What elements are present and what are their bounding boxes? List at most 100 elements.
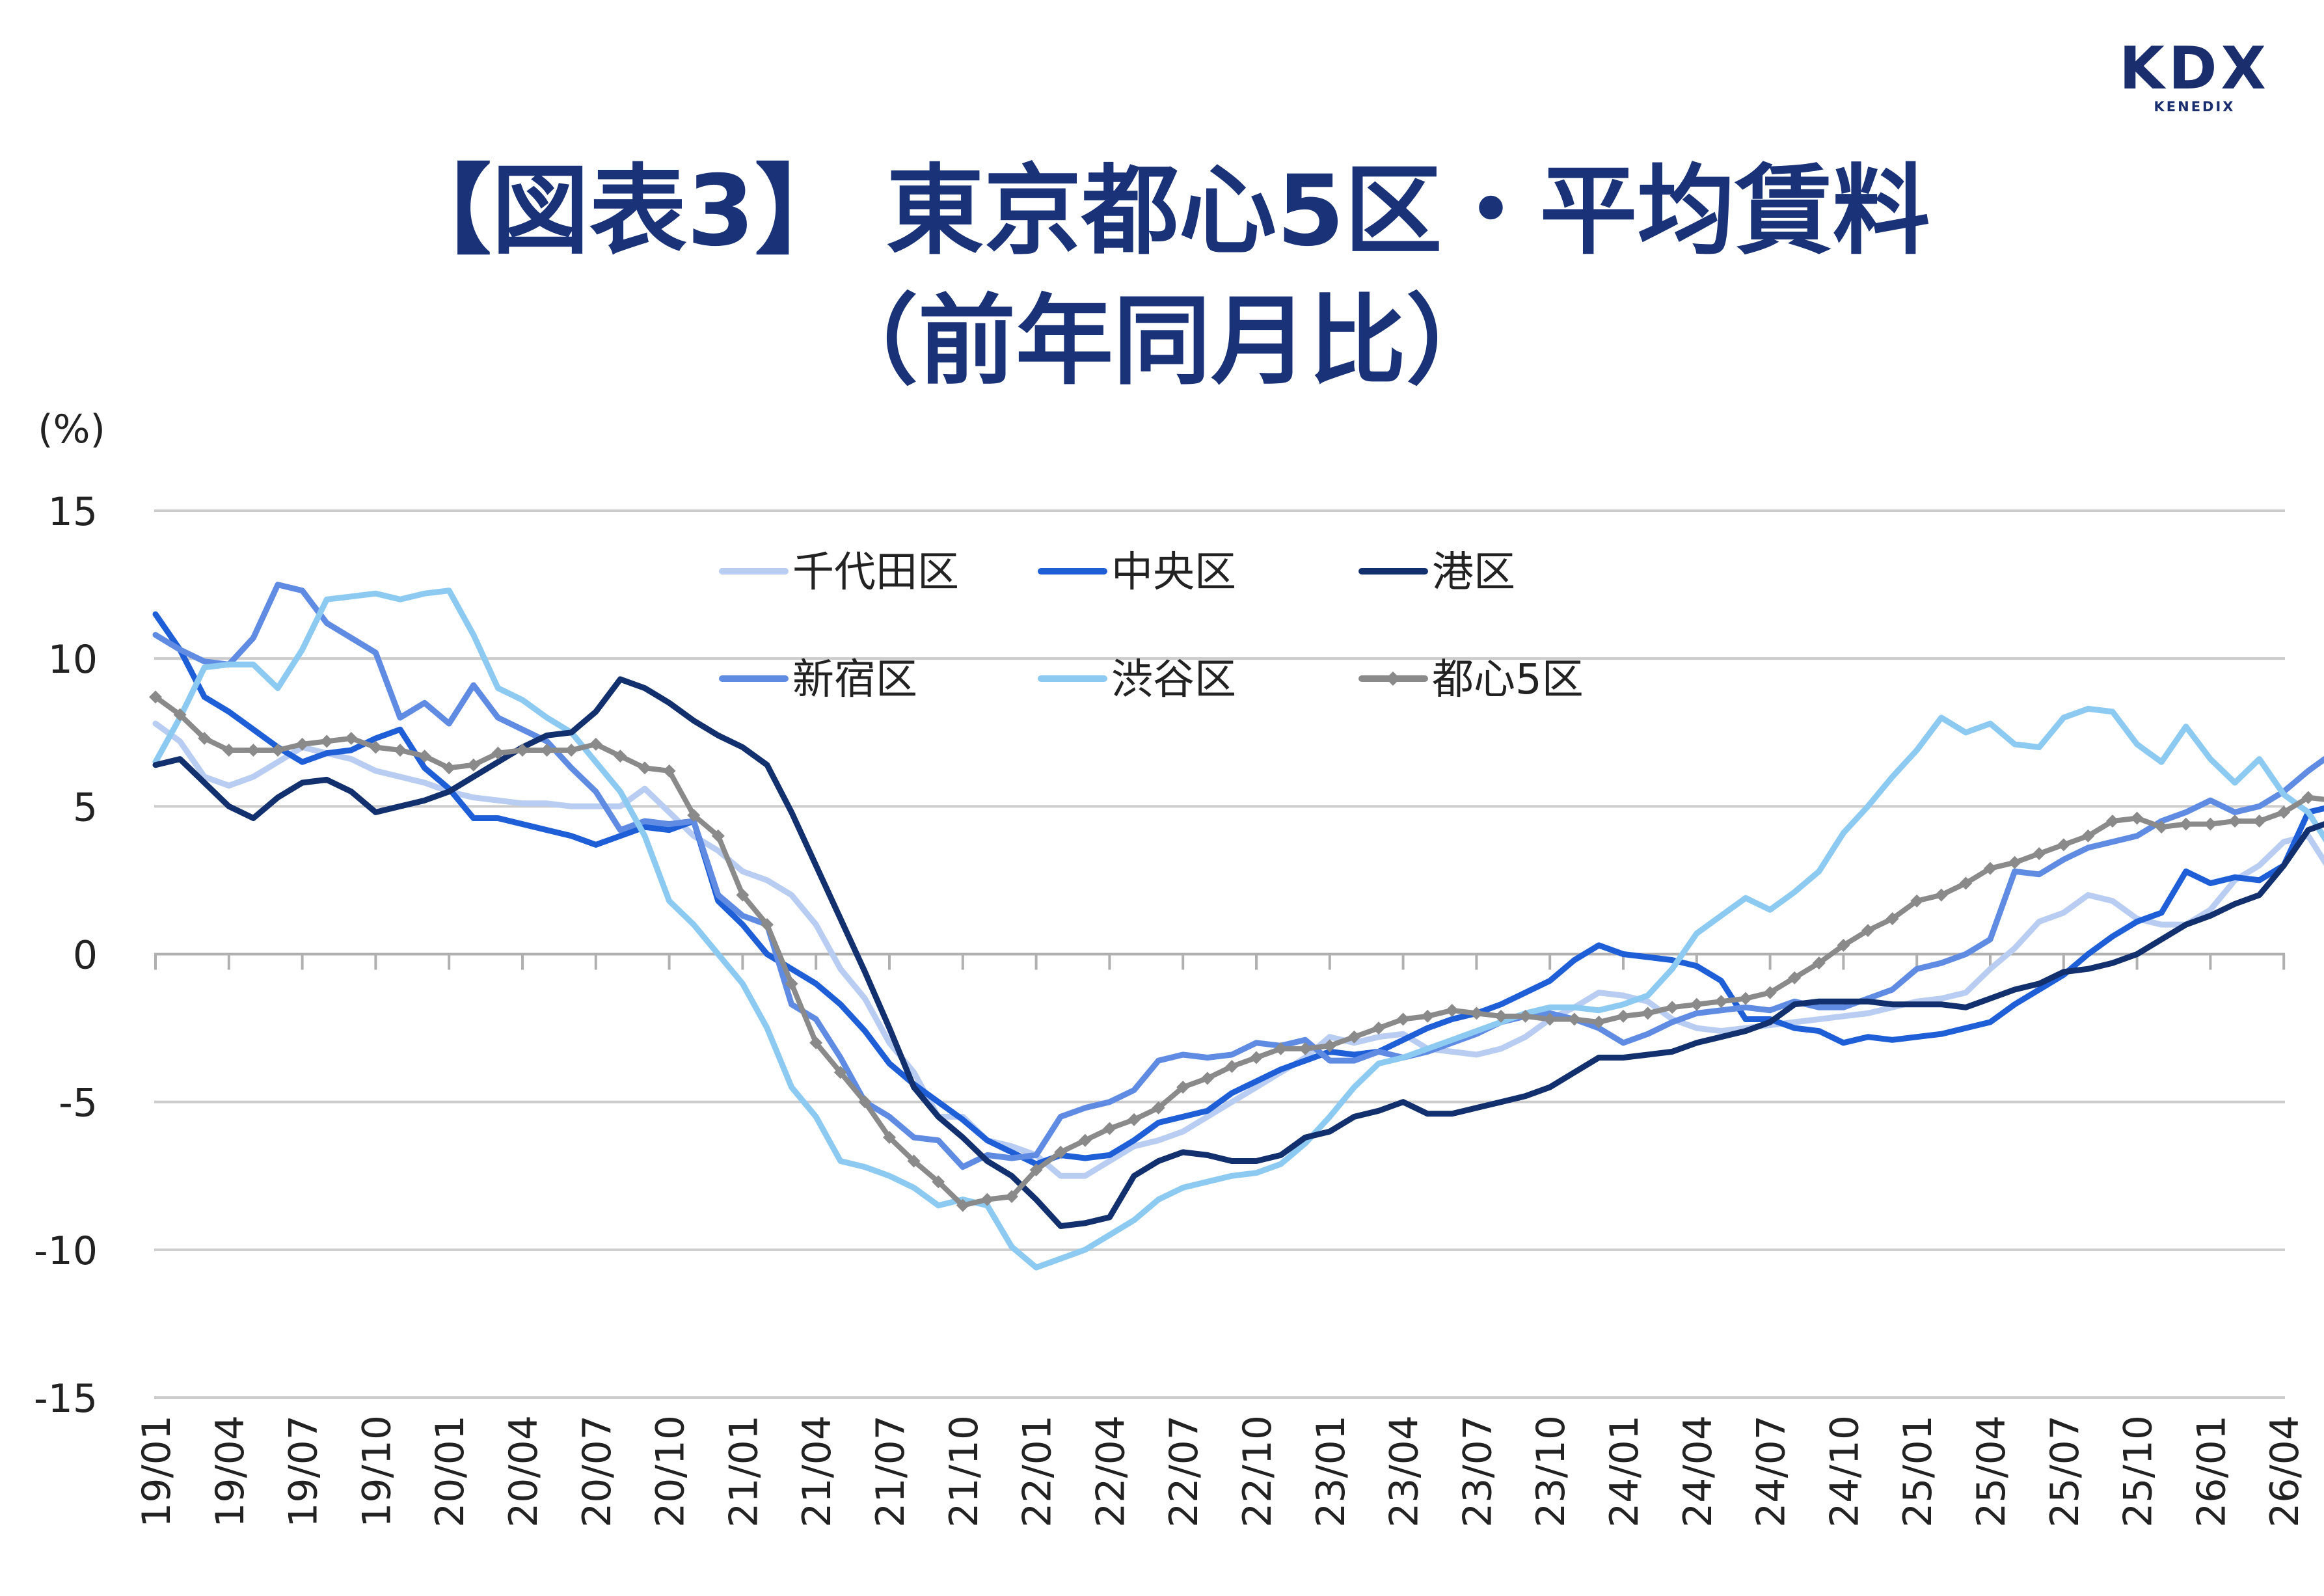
series-marker bbox=[247, 744, 260, 757]
series-line-渋谷区 bbox=[152, 588, 2324, 1271]
series-marker bbox=[1029, 1163, 1043, 1177]
legend-label: 渋谷区 bbox=[1111, 656, 1236, 704]
x-tick-group: 25/04 bbox=[1969, 1415, 2014, 1528]
series-marker bbox=[1347, 1030, 1361, 1044]
series-marker bbox=[418, 750, 431, 763]
series-marker bbox=[2081, 829, 2095, 843]
series-marker bbox=[1323, 1039, 1336, 1053]
series-marker bbox=[320, 735, 334, 748]
x-tick-label: 20/10 bbox=[648, 1415, 694, 1528]
series-marker bbox=[638, 761, 651, 775]
y-tick-label: -5 bbox=[59, 1081, 98, 1126]
series-marker bbox=[149, 690, 162, 704]
x-tick-label: 20/01 bbox=[427, 1415, 473, 1528]
series-marker bbox=[907, 1154, 921, 1168]
series-marker bbox=[491, 746, 505, 760]
series-marker bbox=[980, 1193, 994, 1206]
grid-layer bbox=[154, 509, 2285, 1399]
series-marker bbox=[516, 744, 529, 757]
x-tick-group: 21/07 bbox=[868, 1415, 913, 1528]
series-marker bbox=[1861, 924, 1874, 938]
series-marker bbox=[785, 977, 798, 990]
chart-title: 【図表3】 東京都心5区・平均賃料 bbox=[394, 155, 1930, 268]
series-marker bbox=[394, 744, 407, 757]
x-tick-group: 26/01 bbox=[2189, 1415, 2234, 1528]
series-marker bbox=[1299, 1042, 1312, 1055]
x-tick-group: 21/01 bbox=[721, 1415, 766, 1528]
x-tick-group: 23/04 bbox=[1382, 1415, 1427, 1528]
x-tick-group: 20/01 bbox=[427, 1415, 473, 1528]
x-tick-group: 22/10 bbox=[1235, 1415, 1280, 1528]
series-marker bbox=[1763, 986, 1777, 999]
x-tick-label: 25/01 bbox=[1895, 1415, 1941, 1528]
x-tick-group: 19/07 bbox=[281, 1415, 327, 1528]
series-marker bbox=[344, 731, 358, 745]
series-marker bbox=[198, 731, 211, 745]
x-tick-label: 26/01 bbox=[2189, 1415, 2234, 1528]
series-layer bbox=[149, 582, 2324, 1271]
x-tick-group: 25/10 bbox=[2116, 1415, 2161, 1528]
series-marker bbox=[833, 1066, 847, 1079]
x-tick-group: 23/01 bbox=[1308, 1415, 1354, 1528]
series-line-新宿区 bbox=[152, 582, 2324, 1170]
series-marker bbox=[614, 750, 627, 763]
series-marker bbox=[1519, 1009, 1532, 1023]
x-tick-group: 23/07 bbox=[1455, 1415, 1500, 1528]
legend-label: 都心5区 bbox=[1432, 656, 1584, 704]
x-tick-group: 20/07 bbox=[574, 1415, 620, 1528]
series-marker bbox=[1054, 1145, 1068, 1159]
x-tick-label: 24/07 bbox=[1749, 1415, 1794, 1528]
axis-layer: (%) 15 10 5 0 -5 -10 -15 19/01 19/04 19/07 19/10 20/… bbox=[34, 407, 2308, 1528]
series-marker bbox=[932, 1175, 945, 1189]
series-marker bbox=[466, 758, 480, 772]
series-marker bbox=[1152, 1101, 1165, 1115]
kdx-logo: KDX KENEDIX bbox=[2113, 39, 2276, 115]
x-tick-group: 26/04 bbox=[2262, 1415, 2308, 1528]
series-marker bbox=[2301, 791, 2315, 804]
x-tick-label: 25/04 bbox=[1969, 1415, 2014, 1528]
series-marker bbox=[1543, 1012, 1557, 1026]
series-marker bbox=[1372, 1021, 1385, 1035]
y-tick-label: 0 bbox=[73, 933, 98, 979]
x-tick-label: 19/07 bbox=[281, 1415, 327, 1528]
series-marker bbox=[565, 744, 578, 757]
x-tick-label: 22/01 bbox=[1015, 1415, 1061, 1528]
series-marker bbox=[1176, 1080, 1190, 1094]
legend-label: 新宿区 bbox=[792, 656, 917, 704]
series-marker bbox=[173, 708, 187, 722]
x-tick-group: 24/01 bbox=[1602, 1415, 1647, 1528]
x-tick-group: 19/01 bbox=[134, 1415, 180, 1528]
x-tick-label: 23/07 bbox=[1455, 1415, 1500, 1528]
x-tick-label: 24/01 bbox=[1602, 1415, 1647, 1528]
x-tick-group: 21/04 bbox=[794, 1415, 840, 1528]
series-marker bbox=[1837, 938, 1850, 952]
series-marker bbox=[1617, 1009, 1630, 1023]
series-marker bbox=[1984, 861, 1997, 875]
series-marker bbox=[1934, 888, 1948, 902]
series-marker bbox=[1567, 1012, 1581, 1026]
series-marker bbox=[2130, 811, 2144, 825]
x-tick-group: 21/10 bbox=[941, 1415, 987, 1528]
series-marker bbox=[1739, 992, 1752, 1005]
x-tick-group: 23/10 bbox=[1528, 1415, 1574, 1528]
series-marker bbox=[1959, 876, 1973, 890]
x-tick-label: 20/07 bbox=[574, 1415, 620, 1528]
series-marker bbox=[295, 737, 309, 751]
series-marker bbox=[1250, 1051, 1263, 1064]
x-tick-label: 19/10 bbox=[354, 1415, 399, 1528]
series-marker bbox=[1200, 1072, 1214, 1085]
x-tick-group: 19/10 bbox=[354, 1415, 399, 1528]
legend-label: 千代田区 bbox=[792, 548, 959, 597]
series-marker bbox=[1078, 1133, 1092, 1147]
series-marker bbox=[883, 1131, 896, 1144]
x-tick-group: 24/04 bbox=[1675, 1415, 1721, 1528]
series-marker bbox=[2106, 815, 2119, 828]
x-tick-label: 22/07 bbox=[1161, 1415, 1207, 1528]
x-tick-label: 23/01 bbox=[1308, 1415, 1354, 1528]
series-marker bbox=[761, 918, 774, 932]
series-marker bbox=[1421, 1009, 1435, 1023]
series-marker bbox=[736, 888, 750, 902]
y-tick-label: 10 bbox=[48, 637, 98, 683]
